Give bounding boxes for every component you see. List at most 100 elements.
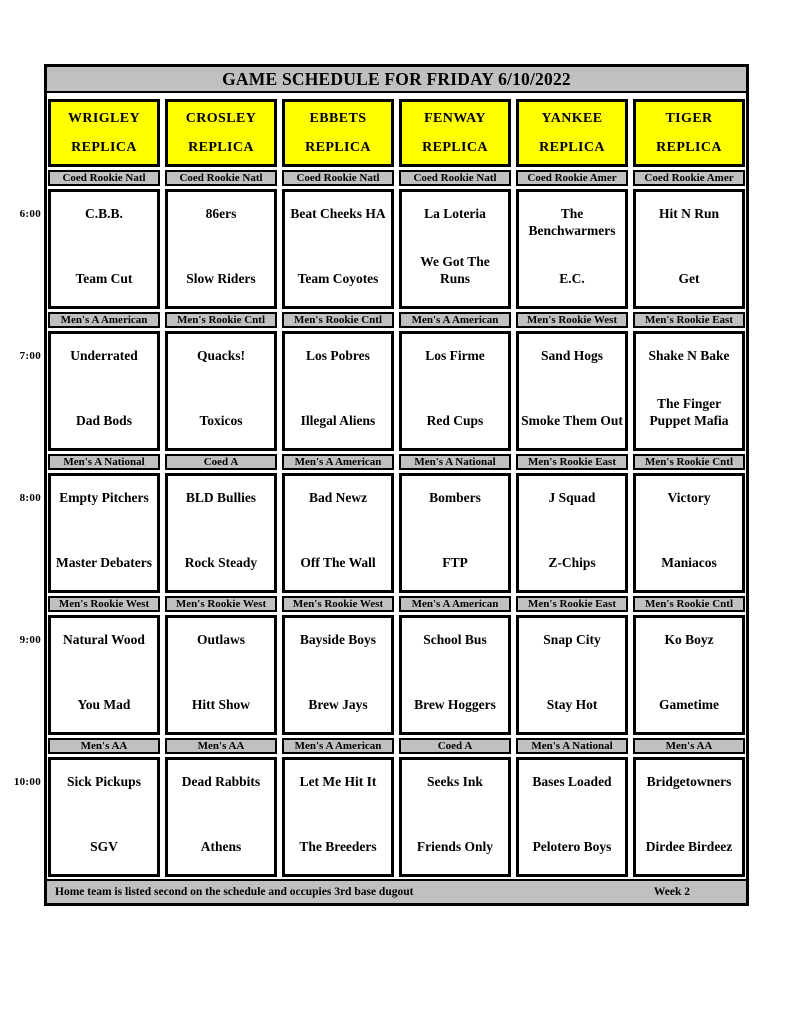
- division-label: Men's Rookie Cntl: [165, 312, 277, 328]
- venue-header-wrigley: WRIGLEY REPLICA: [48, 99, 160, 167]
- away-team: Shake N Bake: [648, 348, 730, 363]
- away-team: Bridgetowners: [646, 774, 732, 789]
- game-cell: Natural Wood You Mad: [48, 615, 160, 735]
- venue-header-yankee: YANKEE REPLICA: [516, 99, 628, 167]
- away-team: Sick Pickups: [67, 774, 141, 789]
- game-cell: Los Pobres Illegal Aliens: [282, 331, 394, 451]
- away-team: C.B.B.: [85, 206, 123, 221]
- home-team: Z-Chips: [548, 555, 596, 570]
- time-label-900: 9:00: [19, 634, 41, 646]
- time-column: 6:00 7:00 8:00 9:00 10:00: [0, 0, 41, 1024]
- venue-suffix: REPLICA: [305, 139, 371, 155]
- game-cell: Sick Pickups SGV: [48, 757, 160, 877]
- division-label: Men's AA: [48, 738, 160, 754]
- game-cell: J Squad Z-Chips: [516, 473, 628, 593]
- venue-name: EBBETS: [309, 110, 367, 126]
- game-cell: Bases Loaded Pelotero Boys: [516, 757, 628, 877]
- division-label: Men's A National: [399, 454, 511, 470]
- game-cell: C.B.B. Team Cut: [48, 189, 160, 309]
- division-label: Men's AA: [633, 738, 745, 754]
- home-team: Team Cut: [75, 271, 133, 286]
- game-cell: Beat Cheeks HA Team Coyotes: [282, 189, 394, 309]
- away-team: Beat Cheeks HA: [290, 206, 386, 221]
- division-label: Coed A: [399, 738, 511, 754]
- away-team: Snap City: [543, 632, 601, 647]
- venue-name: YANKEE: [541, 110, 603, 126]
- home-team: Brew Jays: [308, 697, 368, 712]
- home-team: Stay Hot: [546, 697, 598, 712]
- game-cell: Hit N Run Get: [633, 189, 745, 309]
- time-label-700: 7:00: [19, 350, 41, 362]
- away-team: BLD Bullies: [185, 490, 257, 505]
- game-cell: Snap City Stay Hot: [516, 615, 628, 735]
- game-cell: Bad Newz Off The Wall: [282, 473, 394, 593]
- game-cell: Los Firme Red Cups: [399, 331, 511, 451]
- away-team: Sand Hogs: [541, 348, 603, 363]
- home-team: Rock Steady: [184, 555, 258, 570]
- game-cell: Seeks Ink Friends Only: [399, 757, 511, 877]
- division-label: Men's Rookie East: [633, 312, 745, 328]
- game-cell: Sand Hogs Smoke Them Out: [516, 331, 628, 451]
- game-cell: Bombers FTP: [399, 473, 511, 593]
- division-label: Coed Rookie Natl: [165, 170, 277, 186]
- venue-suffix: REPLICA: [656, 139, 722, 155]
- time-label-800: 8:00: [19, 492, 41, 504]
- away-team: Ko Boyz: [664, 632, 714, 647]
- home-team: SGV: [90, 839, 118, 854]
- home-team: FTP: [442, 555, 468, 570]
- page-title: GAME SCHEDULE FOR FRIDAY 6/10/2022: [222, 68, 571, 89]
- division-label: Men's Rookie West: [48, 596, 160, 612]
- division-label: Men's A American: [282, 454, 394, 470]
- home-team: Master Debaters: [55, 555, 153, 570]
- venue-name: TIGER: [665, 110, 713, 126]
- division-label: Coed Rookie Natl: [48, 170, 160, 186]
- division-label: Men's A American: [48, 312, 160, 328]
- venue-suffix: REPLICA: [539, 139, 605, 155]
- venue-suffix: REPLICA: [188, 139, 254, 155]
- venue-header-fenway: FENWAY REPLICA: [399, 99, 511, 167]
- division-label: Men's Rookie Cntl: [633, 596, 745, 612]
- game-cell: La Loteria We Got The Runs: [399, 189, 511, 309]
- venue-header-ebbets: EBBETS REPLICA: [282, 99, 394, 167]
- home-team: Pelotero Boys: [532, 839, 612, 854]
- division-label: Men's A American: [399, 312, 511, 328]
- venue-name: CROSLEY: [185, 110, 257, 126]
- footer-note: Home team is listed second on the schedu…: [55, 886, 414, 898]
- division-label: Coed Rookie Natl: [282, 170, 394, 186]
- away-team: Bases Loaded: [532, 774, 612, 789]
- home-team: Smoke Them Out: [521, 413, 623, 428]
- time-label-1000: 10:00: [13, 776, 41, 788]
- away-team: Outlaws: [196, 632, 245, 647]
- game-cell: BLD Bullies Rock Steady: [165, 473, 277, 593]
- game-cell: School Bus Brew Hoggers: [399, 615, 511, 735]
- division-label: Coed A: [165, 454, 277, 470]
- home-team: Slow Riders: [186, 271, 256, 286]
- away-team: Bad Newz: [308, 490, 368, 505]
- division-label: Coed Rookie Natl: [399, 170, 511, 186]
- home-team: We Got The Runs: [420, 254, 490, 286]
- game-cell: Quacks! Toxicos: [165, 331, 277, 451]
- venue-header-tiger: TIGER REPLICA: [633, 99, 745, 167]
- away-team: Seeks Ink: [427, 774, 483, 789]
- home-team: Off The Wall: [300, 555, 376, 570]
- division-label: Men's Rookie Cntl: [282, 312, 394, 328]
- home-team: Team Coyotes: [297, 271, 379, 286]
- away-team: Quacks!: [196, 348, 245, 363]
- game-cell: Bridgetowners Dirdee Birdeez: [633, 757, 745, 877]
- game-cell: Ko Boyz Gametime: [633, 615, 745, 735]
- game-cell: Underrated Dad Bods: [48, 331, 160, 451]
- away-team: Underrated: [70, 348, 138, 363]
- home-team: Dad Bods: [76, 413, 132, 428]
- away-team: Los Pobres: [306, 348, 370, 363]
- venue-name: FENWAY: [424, 110, 486, 126]
- home-team: Friends Only: [416, 839, 494, 854]
- division-label: Men's Rookie West: [165, 596, 277, 612]
- schedule-grid: WRIGLEY REPLICA CROSLEY REPLICA EBBETS REPLIC…: [47, 99, 746, 877]
- home-team: Brew Hoggers: [414, 697, 496, 712]
- home-team: You Mad: [77, 697, 131, 712]
- home-team: E.C.: [559, 271, 585, 286]
- home-team: Athens: [200, 839, 242, 854]
- division-label: Men's A American: [399, 596, 511, 612]
- away-team: Bayside Boys: [299, 632, 377, 647]
